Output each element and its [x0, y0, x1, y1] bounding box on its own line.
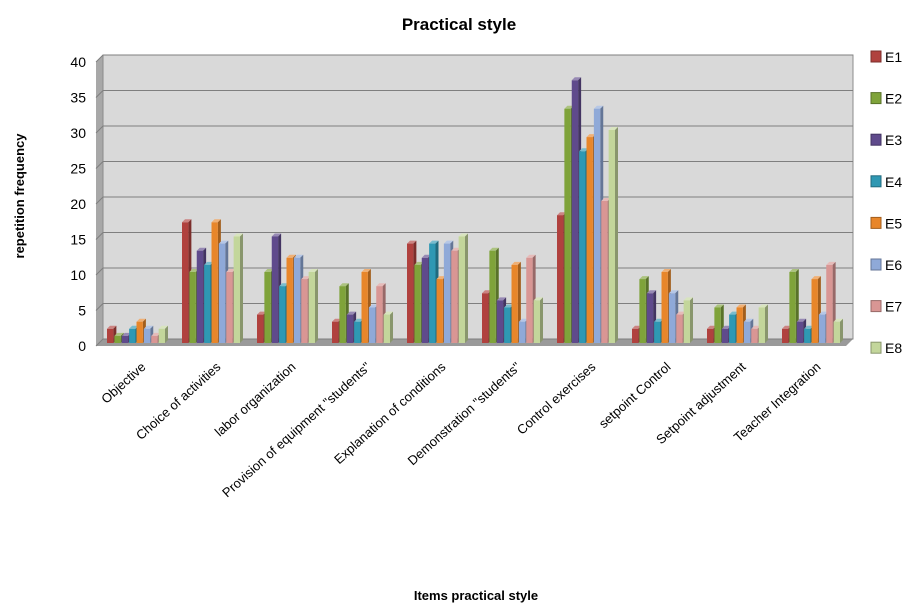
- bar: [158, 325, 168, 343]
- gridline-side: [95, 125, 104, 134]
- legend-label: E7: [885, 299, 902, 315]
- y-tick-label: 35: [70, 90, 86, 106]
- bar: [758, 304, 768, 343]
- gridline-side: [95, 338, 104, 347]
- chart-title: Practical style: [402, 15, 516, 34]
- legend-label: E1: [885, 49, 902, 65]
- legend-item: E6: [870, 257, 902, 273]
- y-tick-label: 0: [78, 338, 86, 354]
- y-tick-label: 30: [70, 125, 86, 141]
- legend-item: E7: [870, 299, 902, 315]
- gridline-side: [95, 232, 104, 240]
- y-tick-label: 10: [70, 267, 86, 283]
- legend-label: E8: [885, 340, 902, 356]
- gridline-side: [95, 161, 104, 169]
- gridline-side: [95, 90, 104, 98]
- bar: [833, 318, 843, 343]
- legend-label: E5: [885, 215, 902, 231]
- y-tick-label: 5: [78, 303, 86, 319]
- legend-item: E4: [870, 174, 902, 190]
- gridline-side: [95, 54, 104, 63]
- legend-item: E3: [870, 132, 902, 148]
- legend-swatch: [870, 258, 882, 271]
- legend-label: E4: [885, 174, 902, 190]
- legend-swatch: [870, 300, 882, 313]
- legend-label: E2: [885, 91, 902, 107]
- y-tick-label: 20: [70, 196, 86, 212]
- x-tick-label: setpoint Control: [596, 359, 674, 431]
- legend-label: E3: [885, 132, 902, 148]
- gridline-side: [95, 303, 104, 311]
- legend-item: E2: [870, 91, 902, 107]
- y-tick-label: 15: [70, 232, 86, 248]
- x-axis-title: Items practical style: [414, 588, 538, 603]
- bar: [233, 233, 243, 343]
- legend-item: E5: [870, 215, 902, 231]
- legend-swatch: [870, 341, 882, 354]
- legend-swatch: [870, 216, 882, 229]
- bar: [458, 233, 468, 343]
- y-axis-ticks: 0 5 10 15 20 25 30 35 40: [70, 54, 86, 354]
- legend-item: E8: [870, 340, 902, 356]
- bar: [608, 127, 618, 343]
- x-tick-label: Control exercises: [514, 359, 599, 438]
- legend-swatch: [870, 133, 882, 146]
- x-tick-label: labor organization: [212, 359, 299, 439]
- bar: [533, 297, 543, 343]
- gridlines: [95, 54, 853, 347]
- y-tick-label: 25: [70, 161, 86, 177]
- legend-swatch: [870, 92, 882, 105]
- y-axis-title: repetition frequency: [12, 133, 27, 259]
- gridline-side: [95, 267, 104, 276]
- legend: E1 E2 E3 E4 E5 E6 E7 E8: [870, 49, 902, 356]
- gridline-side: [95, 196, 104, 205]
- bar: [383, 311, 393, 343]
- legend-swatch: [870, 50, 882, 63]
- bar: [683, 297, 693, 343]
- x-tick-label: Objective: [98, 359, 148, 406]
- legend-swatch: [870, 175, 882, 188]
- bars: [107, 77, 843, 344]
- y-tick-label: 40: [70, 54, 86, 70]
- legend-label: E6: [885, 257, 902, 273]
- bar: [308, 269, 318, 343]
- legend-item: E1: [870, 49, 902, 65]
- x-tick-label: Provision of equipment "students": [219, 359, 374, 500]
